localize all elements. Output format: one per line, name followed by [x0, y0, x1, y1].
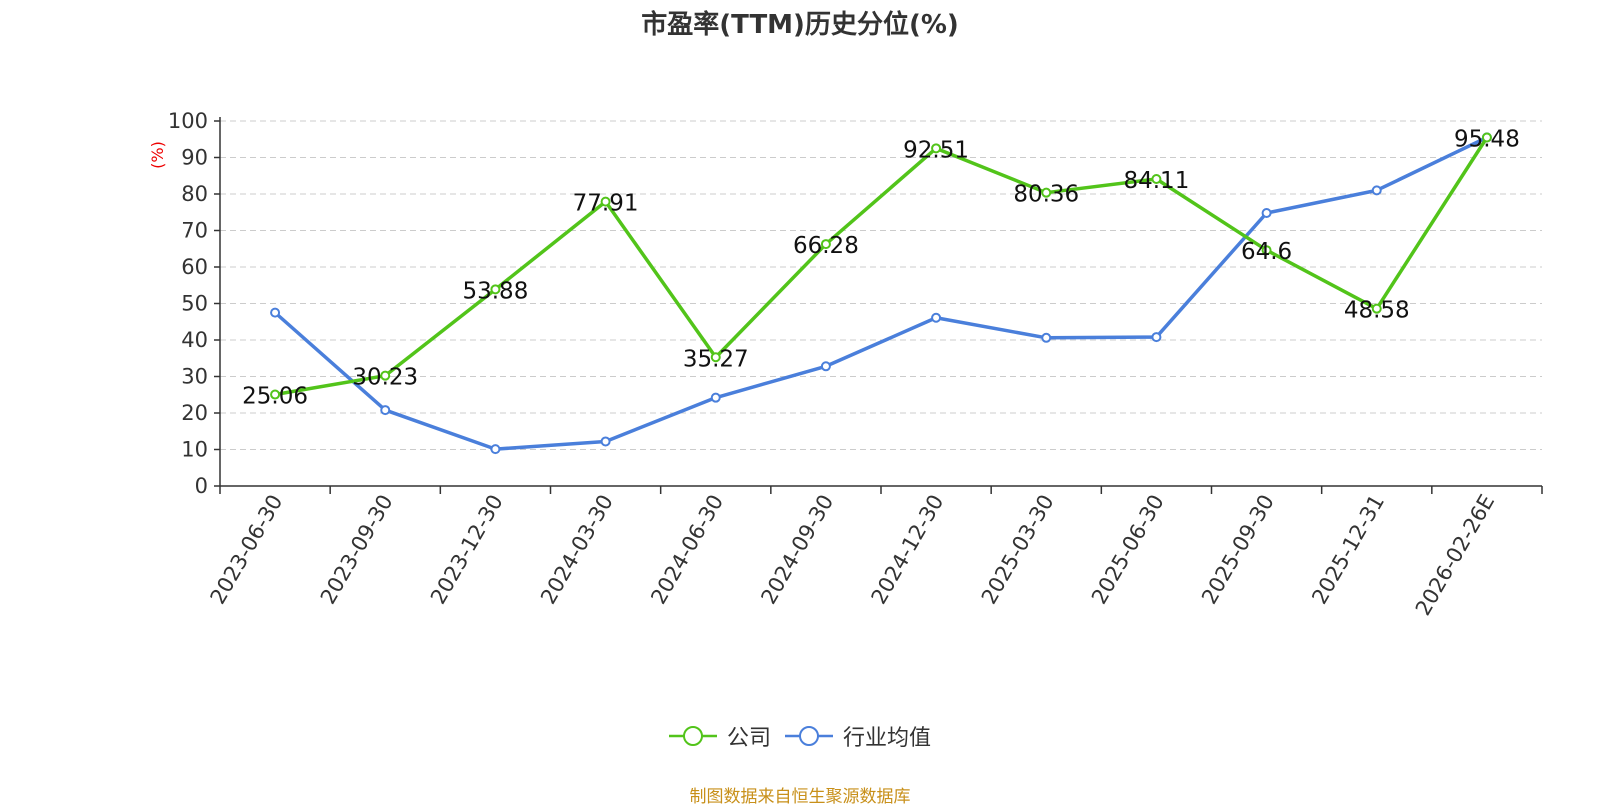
data-point: [1041, 187, 1052, 198]
x-tick-label: 2025-03-30: [977, 491, 1059, 609]
data-point: [600, 436, 611, 447]
data-label: 92.51: [903, 137, 969, 163]
data-point: [1481, 132, 1492, 143]
data-label: 48.58: [1344, 298, 1410, 324]
data-point: [380, 405, 391, 416]
data-point: [1371, 303, 1382, 314]
x-tick-label: 2023-12-30: [426, 491, 508, 609]
data-label: 95.48: [1454, 126, 1520, 152]
data-point: [931, 312, 942, 323]
y-tick-label: 100: [168, 109, 208, 133]
data-label: 25.06: [242, 384, 308, 410]
legend-swatch: [668, 726, 717, 746]
x-tick-label: 2025-12-31: [1307, 491, 1389, 609]
x-tick-label: 2025-06-30: [1087, 491, 1169, 609]
data-point: [380, 370, 391, 381]
data-label: 64.6: [1241, 239, 1292, 265]
data-point: [820, 239, 831, 250]
y-tick-label: 10: [181, 438, 208, 462]
y-axis-label: (%): [148, 141, 167, 169]
legend-item[interactable]: 公司: [668, 720, 771, 752]
data-point: [1261, 207, 1272, 218]
data-point: [820, 361, 831, 372]
data-point: [1371, 185, 1382, 196]
series-line-0: [274, 136, 1489, 397]
data-point: [490, 444, 501, 455]
y-tick-label: 70: [181, 219, 208, 243]
data-point: [710, 352, 721, 363]
y-tick-label: 80: [181, 182, 208, 206]
y-tick-label: 0: [195, 474, 208, 498]
y-tick-label: 40: [181, 328, 208, 352]
x-tick-label: 2024-09-30: [756, 491, 838, 609]
legend-label: 行业均值: [843, 726, 932, 751]
x-tick-label: 2024-12-30: [867, 491, 949, 609]
data-point: [1151, 173, 1162, 184]
data-point: [1041, 332, 1052, 343]
data-point: [1261, 245, 1272, 256]
legend-item[interactable]: 行业均值: [785, 720, 931, 752]
x-tick-label: 2023-06-30: [206, 491, 288, 609]
y-tick-label: 90: [181, 146, 208, 170]
series-line-1: [273, 135, 1488, 451]
x-tick-label: 2025-09-30: [1197, 491, 1279, 609]
y-tick-label: 50: [181, 292, 208, 316]
data-point: [600, 196, 611, 207]
data-label: 30.23: [352, 365, 418, 391]
data-label: 35.27: [683, 346, 749, 372]
data-point: [1151, 332, 1162, 343]
series: [270, 132, 1492, 455]
grid-lines: [220, 120, 1542, 450]
data-labels: 25.06 30.23 53.88 77.91 35.27 66.28 92.51 80.36…: [242, 126, 1520, 409]
data-label: 84.11: [1123, 168, 1189, 194]
data-point: [270, 307, 281, 318]
x-tick-label: 2024-06-30: [646, 491, 728, 609]
chart-title: 市盈率(TTM)历史分位(%): [641, 10, 959, 40]
data-label: 77.91: [573, 191, 639, 217]
y-tick-label: 20: [181, 401, 208, 425]
data-point: [270, 389, 281, 400]
x-tick-label: 2023-09-30: [316, 491, 398, 609]
legend-swatch: [785, 726, 833, 746]
legend: 公司 行业均值: [0, 720, 1600, 752]
data-label: 66.28: [793, 233, 859, 259]
legend-label: 公司: [726, 726, 771, 751]
x-tick-label: 2026-02-26E: [1411, 491, 1499, 620]
data-label: 53.88: [462, 278, 528, 304]
data-point: [490, 284, 501, 295]
y-tick-label: 60: [181, 255, 208, 279]
y-tick-label: 30: [181, 365, 208, 389]
x-tick-label: 2024-03-30: [536, 491, 618, 609]
data-point: [931, 143, 942, 154]
data-point: [710, 392, 721, 403]
source-note: 制图数据来自恒生聚源数据库: [689, 787, 911, 807]
data-label: 80.36: [1013, 182, 1079, 208]
